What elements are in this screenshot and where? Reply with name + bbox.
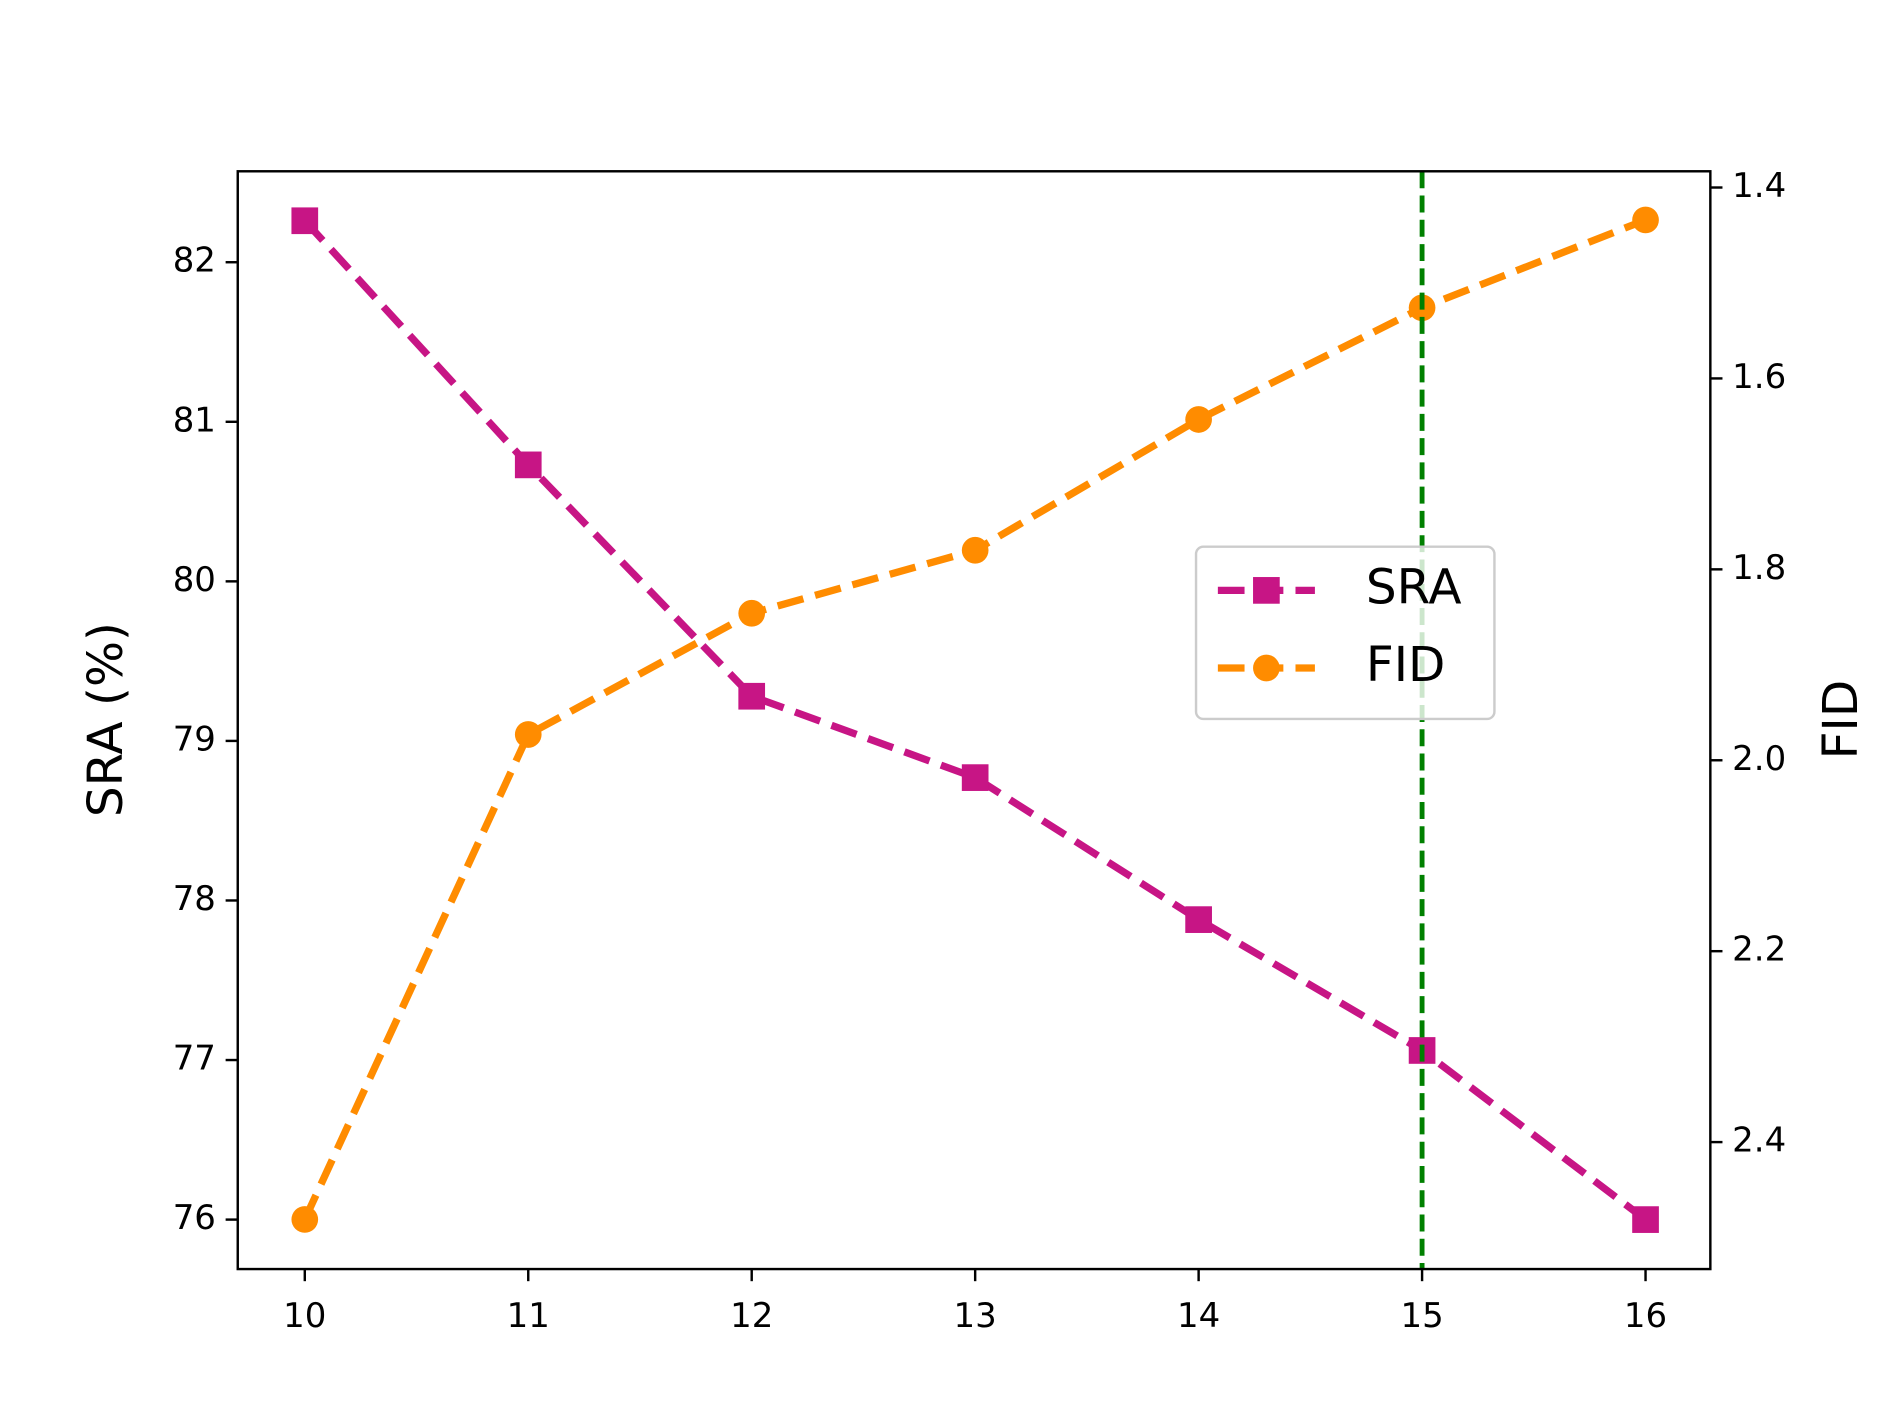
y2-tick-label: 1.6 bbox=[1732, 357, 1786, 397]
marker bbox=[961, 536, 989, 564]
y2-tick-label: 2.2 bbox=[1732, 930, 1786, 970]
marker bbox=[738, 599, 766, 627]
legend-label: FID bbox=[1366, 637, 1446, 693]
y-tick-label: 76 bbox=[173, 1198, 216, 1238]
x-tick-label: 10 bbox=[283, 1296, 326, 1336]
y2-tick-label: 2.0 bbox=[1732, 739, 1786, 779]
x-tick-label: 15 bbox=[1400, 1296, 1443, 1336]
x-tick-label: 12 bbox=[730, 1296, 773, 1336]
plot-frame bbox=[236, 170, 1712, 1271]
marker bbox=[1185, 406, 1212, 433]
marker bbox=[514, 721, 542, 748]
x-tick-label: 13 bbox=[954, 1296, 997, 1336]
y-tick-label: 78 bbox=[173, 879, 216, 919]
x-tick-label: 11 bbox=[507, 1296, 550, 1336]
marker bbox=[961, 764, 989, 791]
marker bbox=[514, 451, 542, 479]
marker bbox=[1185, 906, 1212, 933]
marker bbox=[738, 682, 766, 710]
y2-tick-label: 1.4 bbox=[1732, 166, 1786, 206]
y2-tick-label: 1.8 bbox=[1732, 548, 1786, 588]
y-tick-label: 81 bbox=[173, 400, 216, 440]
marker bbox=[291, 1206, 319, 1233]
x-tick-label: 14 bbox=[1177, 1296, 1220, 1336]
legend: SRA FID bbox=[1194, 545, 1496, 721]
y-tick-label: 79 bbox=[173, 719, 216, 759]
y-axis-label: SRA (%) bbox=[78, 622, 134, 817]
marker bbox=[1632, 1206, 1659, 1233]
legend-marker bbox=[1253, 654, 1280, 682]
y2-tick-label: 2.4 bbox=[1732, 1121, 1786, 1161]
legend-marker bbox=[1253, 577, 1280, 604]
y-tick-label: 82 bbox=[173, 241, 216, 281]
marker bbox=[1632, 206, 1659, 234]
legend-label: SRA bbox=[1366, 559, 1462, 615]
marker bbox=[291, 207, 319, 235]
y-tick-label: 77 bbox=[173, 1039, 216, 1079]
y2-axis-label: FID bbox=[1813, 680, 1869, 760]
y-tick-label: 80 bbox=[173, 560, 216, 600]
x-tick-label: 16 bbox=[1624, 1296, 1667, 1336]
series-line bbox=[302, 218, 1648, 1223]
